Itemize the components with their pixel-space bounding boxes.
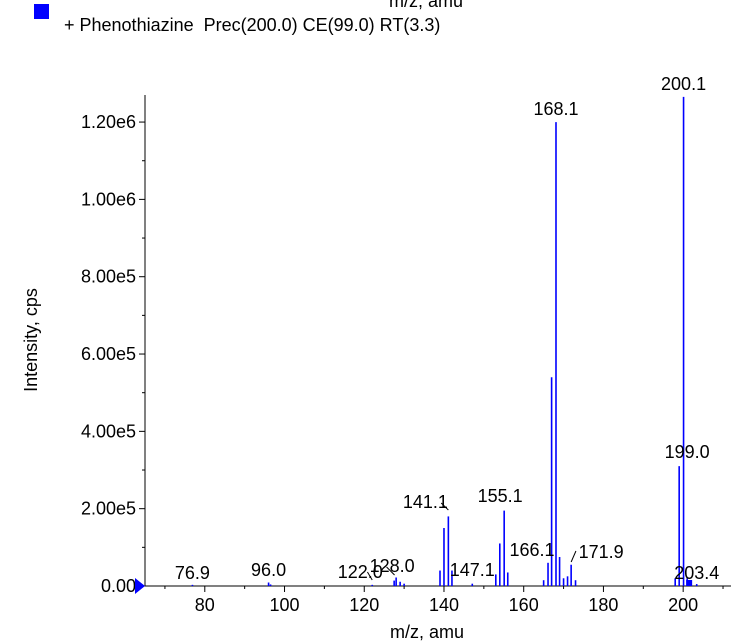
peak-label: 166.1 [510,540,555,560]
peak-label-leader [367,571,373,581]
peak-label: 122.0 [338,562,383,582]
y-tick-label: 1.20e6 [81,112,136,132]
peak-label: 168.1 [533,99,578,119]
y-tick-label: 6.00e5 [81,344,136,364]
x-tick-label: 200 [668,595,698,615]
top-clipped-axis-label: m/z, amu [389,0,463,11]
peak-label: 155.1 [478,486,523,506]
peak-label-leader [386,566,395,576]
y-tick-label: 0.00 [101,576,136,596]
x-tick-label: 80 [195,595,215,615]
peak-label: 128.0 [370,556,415,576]
x-tick-label: 120 [349,595,379,615]
x-axis-label: m/z, amu [390,622,464,642]
y-tick-label: 8.00e5 [81,267,136,287]
peak-label-leader [570,550,577,563]
precursor-marker [686,580,693,586]
peak-label: 141.1 [403,492,448,512]
peak-label: 171.9 [579,542,624,562]
peak-label: 199.0 [665,442,710,462]
peak-label: 76.9 [175,563,210,583]
peak-label: 200.1 [661,74,706,94]
x-tick-label: 140 [429,595,459,615]
peak-label: 96.0 [251,560,286,580]
x-tick-label: 160 [509,595,539,615]
x-tick-label: 100 [270,595,300,615]
legend-text: + Phenothiazine Prec(200.0) CE(99.0) RT(… [64,15,440,35]
x-tick-label: 180 [588,595,618,615]
peaks [191,96,698,586]
legend-swatch [34,4,49,19]
y-tick-label: 1.00e6 [81,189,136,209]
y-tick-label: 4.00e5 [81,421,136,441]
peak-label-leader [440,502,449,511]
peak-label: 147.1 [450,560,495,580]
peak-label: 203.4 [674,563,719,583]
y-tick-label: 2.00e5 [81,499,136,519]
baseline-marker-icon [135,578,145,594]
axes: 0.00 2.00e5 4.00e5 6.00e5 8.00e5 1.00e6 1.20e6… [81,95,731,615]
y-axis-label: Intensity, cps [21,288,41,392]
